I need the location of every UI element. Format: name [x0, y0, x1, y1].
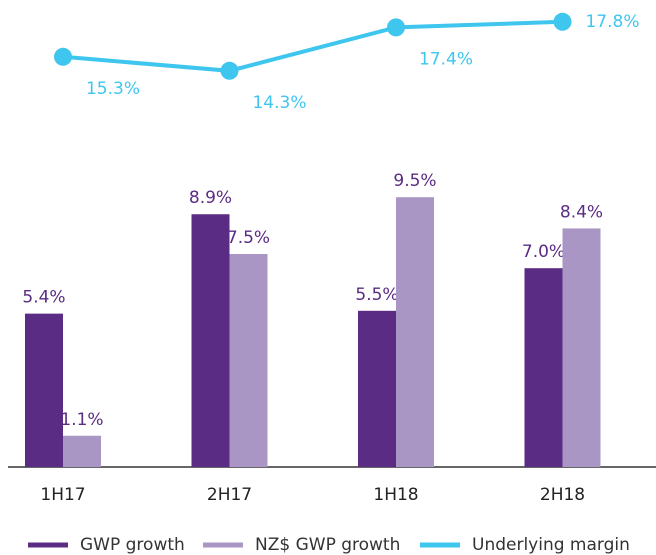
- x-tick-label: 2H17: [207, 485, 252, 505]
- data-label: 5.5%: [355, 285, 398, 305]
- line-point: [220, 61, 239, 80]
- data-label: 8.9%: [189, 188, 232, 208]
- bar: [562, 228, 601, 467]
- bar: [358, 310, 396, 467]
- legend-label: Underlying margin: [472, 535, 630, 555]
- line: [62, 19, 563, 73]
- data-label: 7.0%: [522, 242, 565, 262]
- line-point: [553, 12, 572, 31]
- bar: [63, 435, 101, 467]
- data-label: 17.4%: [419, 49, 473, 69]
- bar: [191, 214, 230, 467]
- data-label: 8.4%: [560, 202, 603, 222]
- data-label: 7.5%: [227, 228, 270, 248]
- data-label: 14.3%: [252, 93, 306, 113]
- bar: [229, 254, 268, 467]
- data-label: 1.1%: [60, 410, 103, 430]
- x-tick-label: 1H17: [40, 485, 85, 505]
- legend-label: GWP growth: [80, 535, 185, 555]
- data-label: 5.4%: [22, 288, 65, 308]
- bar: [25, 313, 63, 467]
- bar: [396, 197, 434, 467]
- data-label: 9.5%: [393, 171, 436, 191]
- bar: [524, 268, 563, 467]
- data-label: 15.3%: [86, 79, 140, 99]
- data-label: 17.8%: [585, 12, 639, 32]
- line-point: [387, 18, 405, 37]
- legend-label: NZ$ GWP growth: [255, 535, 400, 555]
- x-tick-label: 2H18: [540, 485, 585, 505]
- x-tick-label: 1H18: [373, 485, 418, 505]
- line-point: [54, 47, 72, 66]
